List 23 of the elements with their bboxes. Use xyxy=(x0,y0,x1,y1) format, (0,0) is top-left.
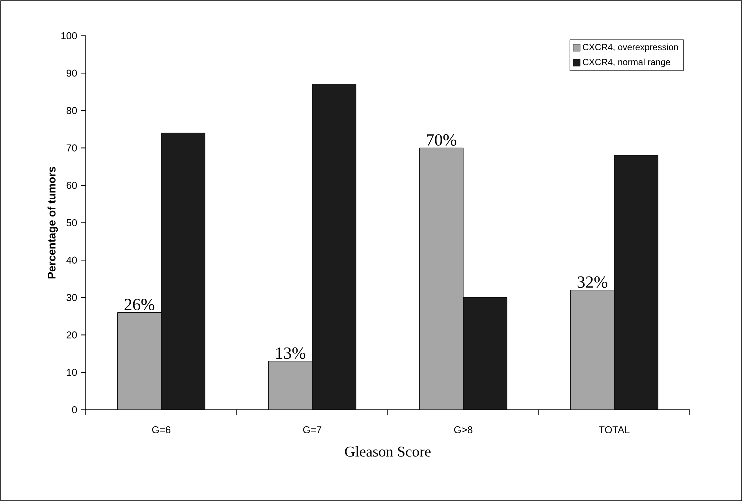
y-tick-label: 90 xyxy=(66,70,78,77)
y-tick-label: 70 xyxy=(66,144,78,152)
x-axis-title: Gleason Score xyxy=(345,446,431,457)
y-axis-title: Percentage of tumors xyxy=(48,167,58,279)
x-tick-label: G=6 xyxy=(152,426,171,434)
y-tick-label: 0 xyxy=(72,406,78,414)
y-tick-label: 100 xyxy=(62,32,78,40)
y-tick-label: 20 xyxy=(66,332,78,339)
y-tick-label: 10 xyxy=(67,369,78,376)
data-label: 26% xyxy=(124,299,155,311)
y-tick-label: 40 xyxy=(66,256,78,264)
x-tick-label: TOTAL xyxy=(599,426,630,434)
data-label: 32% xyxy=(578,276,608,288)
legend-label: CXCR4, overexpression xyxy=(583,44,678,52)
y-tick-label: 50 xyxy=(66,219,78,227)
data-label: 13% xyxy=(276,348,306,360)
y-tick-label: 60 xyxy=(66,182,78,190)
x-tick-label: G>8 xyxy=(454,426,473,434)
y-tick-label: 30 xyxy=(66,294,78,302)
legend-label: CXCR4, normal range xyxy=(583,58,670,68)
y-tick-label: 80 xyxy=(66,107,78,114)
data-label: 70% xyxy=(427,134,457,146)
x-tick-label: G=7 xyxy=(303,426,322,434)
